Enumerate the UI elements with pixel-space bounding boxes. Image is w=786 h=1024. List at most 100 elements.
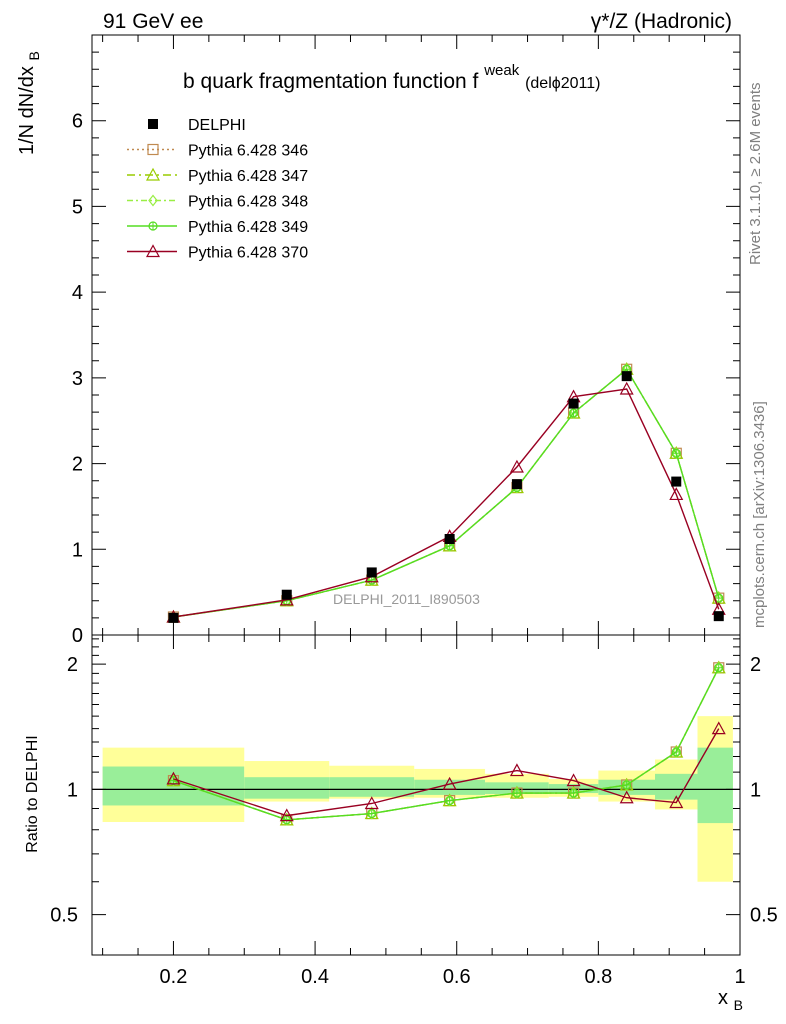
ratio-ytick-label-right: 2 [750,654,761,676]
ratio-data-point [711,721,726,735]
main-ytick-label: 0 [72,625,83,647]
ratio-data-point [671,746,682,758]
ratio-ytick-label-right: 1 [750,779,761,801]
ratio-ytick-label-right: 0.5 [750,905,778,927]
legend-label: Pythia 6.428 347 [188,168,308,185]
delphi-data-point [511,479,522,490]
main-ylabel: 1/N dN/dx B [16,51,42,155]
ratio-data-point [512,788,522,798]
ratio-xtick-label: 1 [734,966,745,988]
series-line [173,368,720,618]
series-pythia-6-428-348 [168,363,724,623]
ratio-data-point [166,771,181,785]
title-tail: (delϕ2011) [525,75,600,92]
main-ytick-label: 1 [72,539,83,561]
legend-label: Pythia 6.428 349 [188,219,308,236]
main-plot-title: b quark fragmentation function f weak (d… [183,57,600,93]
stat-uncertainty-band [414,779,486,795]
ratio-data-point [509,763,524,777]
legend-marker [148,221,158,231]
ratio-data-point [445,795,455,806]
delphi-data-point [713,611,724,622]
ratio-data-point [444,794,455,807]
main-ytick-label: 5 [72,196,83,218]
ratio-data-point [566,773,581,787]
legend-item: Pythia 6.428 347 [127,167,308,185]
ratio-series-pythia-6-428-349 [168,663,724,825]
legend-marker [147,143,159,156]
data-point [671,447,682,460]
ratio-data-point [367,808,377,819]
series-pythia-6-428-370 [166,381,726,623]
main-plot-axes: 0 1 2 3 4 5 6 [72,35,741,647]
delphi-data-point [168,612,179,623]
legend-item-delphi: DELPHI [148,117,246,134]
stat-uncertainty-band [244,777,330,799]
ratio-data-point [671,747,681,757]
legend-marker [148,194,158,207]
ratio-data-point [279,808,294,822]
series-line [173,368,720,618]
title-main: b quark fragmentation function f [183,70,479,93]
ratio-plot-marks [166,660,726,826]
ratio-data-point [622,780,632,790]
legend-marker [148,119,158,129]
ratio-data-point [512,787,522,800]
stat-uncertainty-band [329,777,415,797]
delphi-data-point [671,476,682,487]
legend-marker [145,167,161,181]
main-ylabel-sub: B [26,51,42,60]
ratio-data-point [568,788,579,798]
ratio-xtick-label: 0.4 [301,966,329,988]
ratio-plot: 0.5 0.51 12 20.2 0.4 0.6 0.8 1 Ratio to DELPHI … [24,634,778,1013]
series-delphi [168,371,724,623]
ratio-data-point [281,813,292,826]
legend: DELPHI Pythia 6.428 346 Pythia 6.428 347 Py… [127,117,308,262]
legend-label: DELPHI [188,117,246,134]
ratio-xtick-label: 0.6 [443,966,471,988]
legend-label: Pythia 6.428 370 [188,245,308,262]
ratio-xlabel: x B [718,987,743,1013]
data-point [671,448,681,458]
series-line [173,388,720,618]
ratio-series-pythia-6-428-370 [166,721,726,822]
ratio-ytick-label-left: 1 [67,779,78,801]
main-ylabel-text: 1/N dN/dx [16,66,38,155]
main-ytick-label: 6 [72,111,83,133]
series-line [173,368,720,618]
ratio-ytick-label-left: 2 [67,654,78,676]
data-point [509,459,524,473]
main-plot-marks [166,362,726,623]
rivet-version-label: Rivet 3.1.10, ≥ 2.6M events [747,83,764,266]
ratio-ytick-label-left: 0.5 [50,905,78,927]
ratio-data-point [619,790,634,804]
ratio-xlabel-sub: B [734,997,743,1013]
ratio-data-point [282,815,292,825]
delphi-data-point [621,371,632,382]
mcplots-label: mcplots.cern.ch [arXiv:1306.3436] [751,401,768,628]
legend-item: Pythia 6.428 370 [127,244,308,262]
legend-item: Pythia 6.428 346 [127,143,308,160]
main-ytick-label: 2 [72,454,83,476]
ratio-data-point [713,661,724,674]
ratio-data-point [442,776,457,790]
ratio-xtick-label: 0.8 [584,966,612,988]
series-pythia-6-428-347 [166,362,726,623]
delphi-data-point [366,567,377,578]
series-pythia-6-428-349 [168,364,724,622]
stat-uncertainty-band [697,747,733,824]
ratio-data-point [714,663,724,673]
ratio-ylabel: Ratio to DELPHI [24,735,41,852]
legend-item: Pythia 6.428 349 [127,219,308,236]
ratio-data-point [364,796,379,810]
legend-label: Pythia 6.428 346 [188,143,308,160]
ratio-xtick-label: 0.2 [160,966,188,988]
delphi-data-point [281,589,292,600]
ratio-series-line [173,728,720,817]
data-point [568,408,579,418]
data-point [619,381,634,395]
ratio-plot-axes: 0.5 0.5 1 1 2 2 0.2 0.4 0.6 0.8 1 [50,635,778,988]
legend-item: Pythia 6.428 348 [127,194,308,211]
main-plot: 0 1 2 3 4 5 6 b quark fragmentation function f… [16,34,741,647]
